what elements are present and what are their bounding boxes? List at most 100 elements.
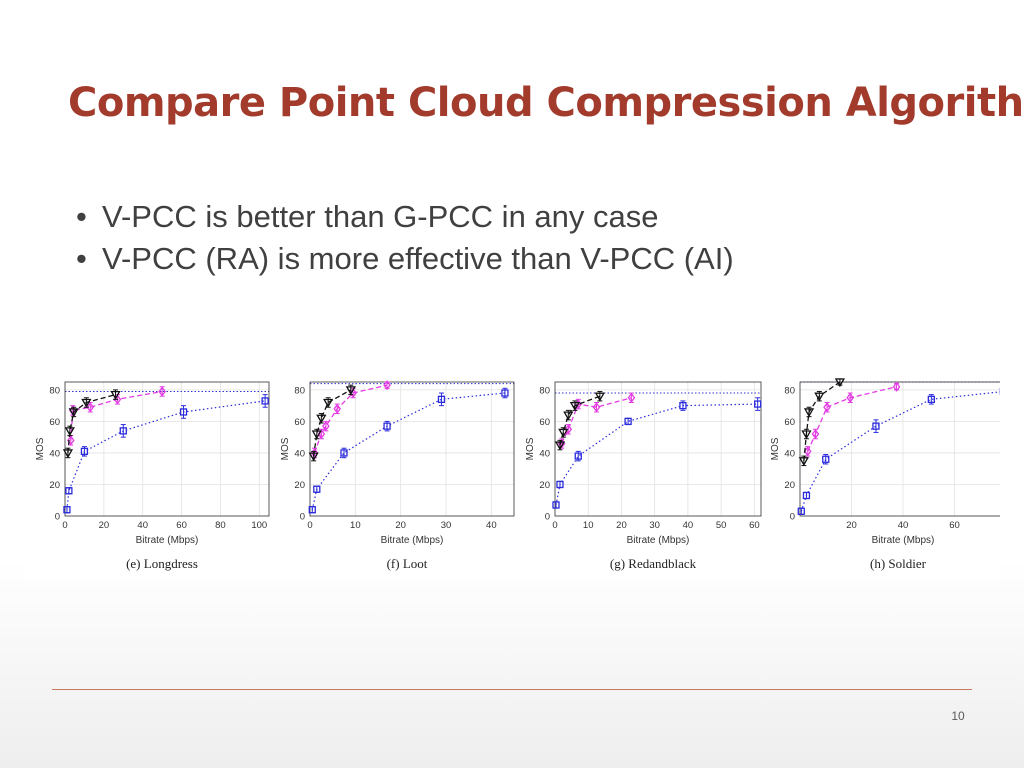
y-tick-label: 0 — [545, 512, 550, 523]
axes-frame — [309, 381, 515, 517]
data-point-diamond — [627, 392, 636, 403]
data-point-square — [308, 506, 316, 514]
data-point-diamond — [592, 402, 601, 413]
series-line — [66, 400, 266, 510]
data-point-diamond — [383, 380, 391, 391]
data-point-diamond — [67, 435, 75, 446]
y-axis-label: MOS — [770, 437, 781, 460]
data-point-diamond — [322, 421, 330, 432]
y-tick-label: 80 — [539, 385, 550, 396]
series-line — [555, 403, 758, 506]
y-axis-label: MOS — [525, 437, 536, 460]
x-tick-label: 0 — [307, 520, 312, 531]
page-number: 10 — [951, 709, 965, 723]
x-tick-label: 10 — [350, 520, 361, 531]
slide-title: Compare Point Cloud Compression Algorith… — [68, 80, 1024, 126]
x-tick-label: 50 — [716, 520, 727, 531]
x-tick-label: 40 — [898, 520, 909, 531]
y-axis-label: MOS — [280, 437, 291, 460]
y-tick-label: 60 — [539, 417, 550, 428]
data-point-triangle — [554, 441, 566, 451]
data-point-square — [119, 427, 127, 435]
data-point-square — [313, 485, 321, 493]
chart-caption: (g) Redandblack — [610, 556, 697, 571]
x-tick-label: 40 — [137, 520, 148, 531]
bullet-dot-icon: • — [76, 199, 87, 234]
x-tick-label: 20 — [99, 520, 110, 531]
data-point-diamond — [333, 403, 342, 414]
series-line — [67, 393, 116, 453]
data-point-triangle — [558, 428, 569, 438]
data-point-square — [383, 422, 391, 430]
y-tick-label: 40 — [294, 448, 305, 459]
data-point-diamond — [803, 446, 812, 457]
bullet-text: V-PCC is better than G-PCC in any case — [102, 199, 659, 234]
chart-plot: 20 40 60 0 20 40 60 80 Bitrate (Mbps) MOS (h) Sold… — [770, 378, 1000, 571]
y-tick-label: 80 — [294, 385, 305, 396]
y-tick-label: 60 — [294, 417, 305, 428]
data-point-triangle — [110, 390, 121, 400]
data-point-diamond — [823, 402, 831, 413]
figure-panel: 0 20 40 60 80 100 0 20 40 60 80 Bitrate (Mbps) MOS (e… — [25, 370, 1000, 578]
chart-plot: 0 20 40 60 80 100 0 20 40 60 80 Bitrate (Mbps) MOS (e… — [35, 381, 270, 571]
x-tick-label: 20 — [395, 520, 406, 531]
x-axis-label: Bitrate (Mbps) — [627, 535, 690, 546]
data-point-triangle — [563, 411, 574, 421]
data-point-square — [552, 501, 560, 509]
series-line — [800, 391, 1000, 512]
y-tick-label: 20 — [294, 480, 305, 491]
y-tick-label: 60 — [784, 417, 795, 428]
data-point-triangle — [323, 398, 334, 408]
y-tick-label: 20 — [49, 480, 60, 491]
x-tick-label: 0 — [552, 520, 557, 531]
x-tick-label: 60 — [176, 520, 187, 531]
data-point-triangle — [569, 401, 581, 411]
x-axis-label: Bitrate (Mbps) — [136, 535, 199, 546]
data-point-triangle — [311, 430, 322, 440]
data-point-square — [340, 449, 348, 457]
data-point-triangle — [81, 398, 92, 408]
x-tick-label: 60 — [749, 520, 760, 531]
x-tick-label: 40 — [486, 520, 497, 531]
x-tick-label: 10 — [583, 520, 594, 531]
chart-plot: 0 10 20 30 40 50 60 0 20 40 60 80 Bitrate (Mbps) MOS (… — [525, 381, 762, 571]
bullet-list: • V-PCC is better than G-PCC in any case … — [76, 196, 734, 280]
bullet-text: V-PCC (RA) is more effective than V-PCC … — [102, 241, 734, 276]
y-tick-label: 80 — [784, 385, 795, 396]
data-point-square — [80, 447, 89, 456]
data-point-diamond — [846, 392, 855, 403]
x-tick-label: 60 — [949, 520, 960, 531]
y-tick-label: 40 — [784, 448, 795, 459]
data-point-triangle — [62, 449, 74, 459]
data-point-square — [437, 395, 446, 403]
y-tick-label: 0 — [300, 512, 305, 523]
series-line — [312, 389, 352, 457]
data-point-square — [501, 389, 509, 397]
x-tick-label: 30 — [441, 520, 452, 531]
x-tick-label: 20 — [846, 520, 857, 531]
y-tick-label: 0 — [790, 512, 795, 523]
x-tick-label: 100 — [251, 520, 267, 531]
slide-background — [0, 560, 1024, 768]
x-tick-label: 20 — [616, 520, 627, 531]
chart-caption: (h) Soldier — [870, 556, 927, 571]
data-point-square — [802, 491, 811, 500]
data-point-square — [574, 452, 582, 460]
data-point-square — [822, 455, 830, 463]
data-point-diamond — [564, 424, 573, 435]
y-tick-label: 80 — [49, 385, 60, 396]
data-point-square — [556, 480, 564, 489]
axes-frame — [64, 381, 270, 517]
data-point-square — [179, 408, 188, 416]
data-point-triangle — [316, 414, 327, 424]
bullet-item: • V-PCC (RA) is more effective than V-PCC… — [76, 238, 734, 280]
x-tick-label: 0 — [62, 520, 67, 531]
data-point-square — [65, 487, 73, 495]
y-axis-label: MOS — [35, 437, 46, 460]
data-point-triangle — [594, 392, 605, 402]
data-point-diamond — [892, 381, 901, 392]
data-point-diamond — [158, 386, 166, 397]
chart-caption: (e) Longdress — [126, 556, 198, 571]
y-tick-label: 40 — [49, 448, 60, 459]
data-point-square — [624, 417, 632, 426]
